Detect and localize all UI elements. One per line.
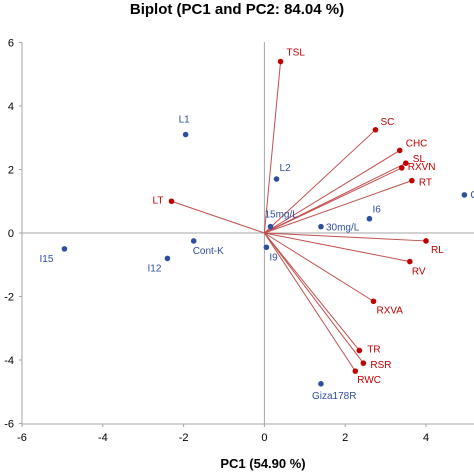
- variable-vectors: [171, 61, 427, 372]
- observation-label-30mg-l: 30mg/L: [326, 223, 360, 234]
- observation-points: [61, 131, 468, 387]
- observation-label-i6: I6: [372, 205, 381, 216]
- x-tick-label: -4: [98, 432, 108, 444]
- variable-label-rl: RL: [431, 245, 444, 256]
- vector-rv: [264, 232, 410, 263]
- observation-point-i6: [366, 215, 373, 222]
- observation-label-giza178r: Giza178R: [312, 391, 356, 402]
- observation-point-cont-k: [190, 238, 197, 244]
- variable-points: [168, 58, 429, 374]
- observation-point-l1: [182, 131, 189, 138]
- variable-label-chc: CHC: [406, 138, 428, 149]
- variable-point-rxvn: [398, 165, 405, 171]
- variable-point-lt: [168, 198, 175, 205]
- variable-point-rl: [423, 238, 429, 244]
- vector-rxvn: [264, 167, 402, 234]
- variable-label-rwc: RWC: [357, 375, 381, 386]
- x-tick-labels: -6 -4 -2 0 2 4: [17, 424, 429, 444]
- vector-rl: [264, 232, 427, 242]
- point-labels: L1 L2 15mg/L 30mg/L I6 CF Cont-K I9 I12 I15 Giza17…: [40, 48, 474, 402]
- observation-point-i12: [164, 255, 171, 262]
- observation-point-giza178r: [318, 381, 324, 387]
- variable-label-sc: SC: [381, 117, 395, 128]
- variable-label-rt: RT: [419, 178, 432, 189]
- variable-label-rxvn: RXVN: [408, 162, 436, 173]
- x-tick-label: 4: [423, 432, 429, 444]
- variable-label-sl: SL: [413, 154, 426, 165]
- observation-point-i15: [61, 246, 68, 252]
- variable-point-rxva: [370, 298, 377, 305]
- variable-point-tsl: [277, 58, 284, 65]
- variable-label-rv: RV: [412, 267, 426, 278]
- zero-reference-lines: [22, 42, 474, 424]
- observation-label-l2: L2: [280, 163, 292, 174]
- y-tick-label: -6: [4, 419, 14, 431]
- observation-label-i12: I12: [148, 263, 162, 274]
- observation-label-l1: L1: [179, 115, 191, 126]
- observation-label-cont-k: Cont-K: [193, 246, 224, 257]
- observation-point-l2: [273, 176, 280, 182]
- x-tick-label: 2: [342, 432, 348, 444]
- variable-point-rv: [407, 258, 413, 265]
- vector-rxva: [264, 232, 374, 302]
- y-tick-label: 0: [8, 228, 14, 240]
- observation-point-30mg-l: [318, 223, 324, 230]
- observation-label-i9: I9: [269, 252, 278, 263]
- y-tick-label: 2: [8, 165, 14, 177]
- variable-point-rsr: [360, 360, 367, 366]
- variable-label-tr: TR: [367, 344, 380, 355]
- variable-point-sc: [372, 127, 379, 133]
- vector-rt: [264, 180, 413, 234]
- observation-point-15mg-l: [267, 223, 274, 230]
- y-tick-label: -2: [4, 292, 14, 304]
- variable-point-tr: [356, 347, 363, 354]
- vector-tsl: [263, 61, 282, 234]
- vector-sc: [264, 129, 376, 234]
- variable-label-tsl: TSL: [287, 48, 306, 59]
- observation-label-i15: I15: [40, 254, 54, 265]
- chart-title: Biplot (PC1 and PC2: 84.04 %): [130, 1, 344, 18]
- x-axis-title: PC1 (54.90 %): [220, 456, 305, 471]
- vector-rsr: [264, 232, 364, 364]
- x-tick-label: -2: [179, 432, 189, 444]
- variable-point-sl: [403, 160, 409, 166]
- observation-label-15mg-l: 15mg/L: [264, 210, 298, 221]
- vector-lt: [171, 200, 265, 234]
- y-tick-label: 4: [8, 101, 14, 113]
- y-tick-label: -4: [4, 355, 14, 367]
- variable-label-rxva: RXVA: [376, 305, 403, 316]
- variable-point-rwc: [352, 368, 359, 374]
- vector-chc: [264, 150, 401, 234]
- variable-point-chc: [396, 147, 403, 154]
- variable-label-rsr: RSR: [370, 360, 391, 371]
- vector-rwc: [263, 232, 356, 372]
- variable-label-lt: LT: [153, 195, 164, 206]
- observation-label-cf: CF: [470, 190, 474, 201]
- observation-point-i9: [263, 244, 270, 251]
- vector-tr: [264, 232, 360, 351]
- variable-point-rt: [409, 177, 415, 184]
- observation-point-cf: [461, 192, 468, 198]
- x-tick-label: -6: [17, 432, 27, 444]
- y-tick-labels: 6 4 2 0 -2 -4 -6: [4, 38, 22, 431]
- x-tick-label: 0: [261, 432, 267, 444]
- y-tick-label: 6: [8, 38, 14, 50]
